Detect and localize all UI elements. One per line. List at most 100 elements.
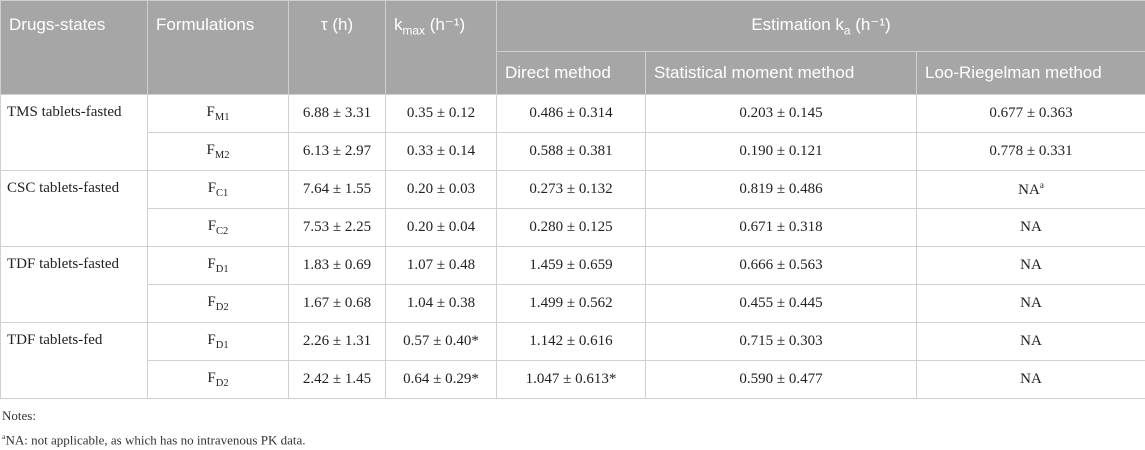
header-cell: Estimation ka (h⁻¹)	[497, 1, 1145, 52]
value-text: 0.778 ± 0.331	[989, 143, 1072, 159]
header-text: (h⁻¹)	[851, 15, 891, 34]
notes-label: Notes:	[2, 405, 1145, 426]
value-cell: 0.20 ± 0.03	[386, 171, 497, 209]
value-cell: 0.590 ± 0.477	[646, 361, 917, 399]
value-cell: 0.57 ± 0.40*	[386, 323, 497, 361]
header-cell: Direct method	[497, 52, 646, 95]
value-text: NA	[1020, 295, 1042, 311]
formulation-sub: D1	[216, 264, 229, 275]
header-cell: Statistical moment method	[646, 52, 917, 95]
formulation-base: F	[207, 294, 215, 310]
value-text: NA	[1020, 257, 1042, 273]
formulation-sub: D2	[216, 302, 229, 313]
formulation-sub: C1	[216, 188, 228, 199]
formulation-sub: M1	[215, 112, 230, 123]
value-text: NA	[1020, 371, 1042, 387]
formulation-sub: D2	[216, 378, 229, 389]
header-cell: τ (h)	[289, 1, 386, 95]
formulation-cell: FD2	[148, 361, 289, 399]
state-cell: TDF tablets-fed	[1, 323, 148, 399]
state-cell: TMS tablets-fasted	[1, 95, 148, 171]
header-text: Estimation k	[751, 15, 844, 34]
state-cell: CSC tablets-fasted	[1, 171, 148, 247]
value-cell: 0.35 ± 0.12	[386, 95, 497, 133]
value-cell: 0.64 ± 0.29*	[386, 361, 497, 399]
value-cell: NA	[917, 361, 1145, 399]
data-table: Drugs-states Formulations τ (h) kmax (h⁻…	[0, 0, 1145, 399]
formulation-cell: FM1	[148, 95, 289, 133]
value-cell: NA	[917, 247, 1145, 285]
value-cell: 0.455 ± 0.445	[646, 285, 917, 323]
value-cell: 6.88 ± 3.31	[289, 95, 386, 133]
formulation-sub: D1	[216, 340, 229, 351]
formulation-base: F	[207, 332, 215, 348]
formulation-base: F	[207, 370, 215, 386]
header-cell: Formulations	[148, 1, 289, 95]
value-cell: 1.459 ± 0.659	[497, 247, 646, 285]
formulation-base: F	[207, 256, 215, 272]
formulation-cell: FM2	[148, 133, 289, 171]
value-text: 0.677 ± 0.363	[989, 105, 1072, 121]
value-cell: 0.778 ± 0.331	[917, 133, 1145, 171]
formulation-sub: C2	[216, 226, 228, 237]
note-text: NA: not applicable, as which has no intr…	[5, 432, 305, 447]
value-cell: 0.677 ± 0.363	[917, 95, 1145, 133]
value-cell: 1.499 ± 0.562	[497, 285, 646, 323]
value-cell: 0.671 ± 0.318	[646, 209, 917, 247]
value-cell: 7.53 ± 2.25	[289, 209, 386, 247]
value-cell: 0.33 ± 0.14	[386, 133, 497, 171]
value-cell: NA	[917, 323, 1145, 361]
value-cell: 2.42 ± 1.45	[289, 361, 386, 399]
state-cell: TDF tablets-fasted	[1, 247, 148, 323]
value-cell: 6.13 ± 2.97	[289, 133, 386, 171]
formulation-base: F	[208, 218, 216, 234]
value-cell: 7.64 ± 1.55	[289, 171, 386, 209]
footnote-mark: a	[1040, 180, 1044, 190]
header-text: (h⁻¹)	[425, 15, 465, 34]
value-cell: 0.280 ± 0.125	[497, 209, 646, 247]
formulation-cell: FD2	[148, 285, 289, 323]
value-text: NA	[1018, 182, 1040, 198]
formulation-cell: FD1	[148, 247, 289, 285]
value-cell: 0.190 ± 0.121	[646, 133, 917, 171]
value-cell: NA	[917, 209, 1145, 247]
value-cell: 0.486 ± 0.314	[497, 95, 646, 133]
value-cell: 1.67 ± 0.68	[289, 285, 386, 323]
header-cell: Drugs-states	[1, 1, 148, 95]
header-text: k	[394, 15, 403, 34]
value-cell: 1.142 ± 0.616	[497, 323, 646, 361]
header-sub: a	[844, 23, 851, 37]
value-cell: 1.04 ± 0.38	[386, 285, 497, 323]
value-cell: 2.26 ± 1.31	[289, 323, 386, 361]
notes: Notes: aNA: not applicable, as which has…	[2, 405, 1145, 450]
formulation-base: F	[208, 180, 216, 196]
note-item: aNA: not applicable, as which has no int…	[2, 426, 1145, 450]
value-text: NA	[1020, 219, 1042, 235]
value-cell: 0.273 ± 0.132	[497, 171, 646, 209]
value-cell: 1.047 ± 0.613*	[497, 361, 646, 399]
value-cell: 0.819 ± 0.486	[646, 171, 917, 209]
value-cell: 0.715 ± 0.303	[646, 323, 917, 361]
value-cell: 0.666 ± 0.563	[646, 247, 917, 285]
value-text: NA	[1020, 333, 1042, 349]
formulation-base: F	[207, 142, 215, 158]
header-cell: kmax (h⁻¹)	[386, 1, 497, 95]
formulation-cell: FD1	[148, 323, 289, 361]
value-cell: 1.07 ± 0.48	[386, 247, 497, 285]
formulation-base: F	[207, 104, 215, 120]
value-cell: NA	[917, 285, 1145, 323]
header-cell: Loo-Riegelman method	[917, 52, 1145, 95]
value-cell: 0.20 ± 0.04	[386, 209, 497, 247]
formulation-cell: FC2	[148, 209, 289, 247]
header-sub: max	[403, 23, 425, 37]
value-cell: 0.203 ± 0.145	[646, 95, 917, 133]
formulation-cell: FC1	[148, 171, 289, 209]
value-cell: 1.83 ± 0.69	[289, 247, 386, 285]
